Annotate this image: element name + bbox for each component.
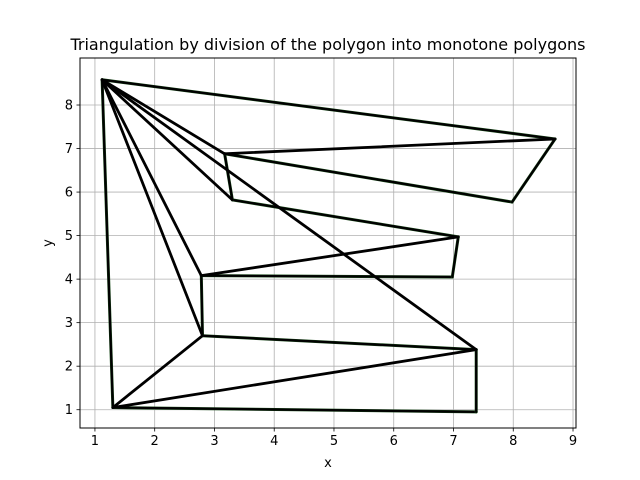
x-tick-label-5: 6 [390, 434, 398, 449]
y-tick-label-1: 2 [65, 360, 73, 375]
x-tick-label-2: 3 [210, 434, 218, 449]
y-tick-label-4: 5 [65, 229, 73, 244]
x-tick-label-4: 5 [330, 434, 338, 449]
x-tick-label-8: 9 [569, 434, 577, 449]
polygon-edge-stroke-4 [201, 276, 202, 336]
y-tick-label-3: 4 [65, 273, 73, 288]
y-tick-label-6: 7 [65, 142, 73, 157]
y-tick-label-0: 1 [65, 403, 73, 418]
x-axis-label: x [324, 456, 332, 471]
x-tick-label-6: 7 [449, 434, 457, 449]
x-tick-label-1: 2 [151, 434, 159, 449]
y-tick-label-5: 6 [65, 186, 73, 201]
x-tick-label-3: 4 [270, 434, 278, 449]
y-tick-label-2: 3 [65, 316, 73, 331]
x-tick-label-7: 8 [509, 434, 517, 449]
x-tick-label-0: 1 [91, 434, 99, 449]
y-axis-label: y [41, 239, 56, 247]
chart-title: Triangulation by division of the polygon… [69, 35, 585, 54]
y-tick-label-7: 8 [65, 99, 73, 114]
polygon-edge-stroke-5 [201, 276, 452, 277]
